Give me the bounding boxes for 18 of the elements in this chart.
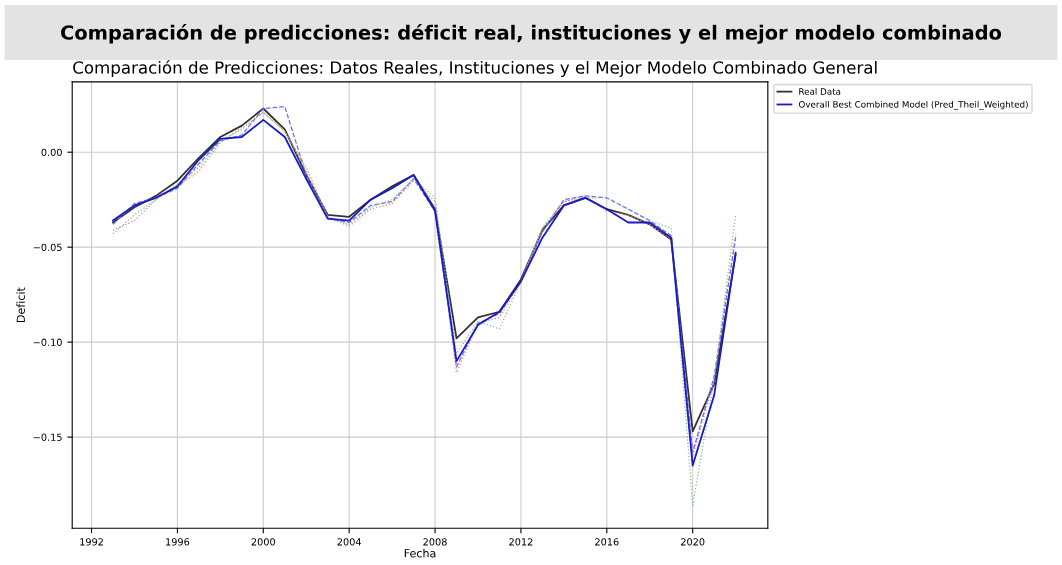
x-tick-label: 1996 bbox=[166, 538, 190, 546]
legend-label: Overall Best Combined Model (Pred_Theil_Weighted) bbox=[798, 100, 1028, 110]
x-axis-title: Fecha bbox=[404, 548, 436, 558]
x-tick-label: 2000 bbox=[251, 538, 276, 546]
y-tick-label: −0.10 bbox=[33, 338, 62, 346]
y-tick-label: −0.05 bbox=[33, 243, 62, 251]
x-tick-label: 2016 bbox=[595, 538, 619, 546]
y-tick-label: −0.15 bbox=[33, 433, 62, 441]
x-tick-label: 2004 bbox=[337, 538, 361, 546]
y-tick-label: 0.00 bbox=[41, 148, 62, 157]
legend-label: Real Data bbox=[799, 88, 841, 95]
y-axis-title: Deficit bbox=[16, 287, 25, 322]
x-tick-label: 2020 bbox=[681, 538, 705, 546]
chart-subtitle: Comparación de Predicciones: Datos Reales, Instituciones y el Mejor Modelo Combinado General bbox=[73, 60, 877, 78]
x-tick-label: 1992 bbox=[80, 538, 103, 546]
x-tick-label: 2008 bbox=[423, 538, 447, 546]
x-tick-label: 2012 bbox=[509, 538, 533, 546]
chart-title: Comparación de predicciones: déficit real, instituciones y el mejor modelo combinado bbox=[61, 24, 1002, 44]
